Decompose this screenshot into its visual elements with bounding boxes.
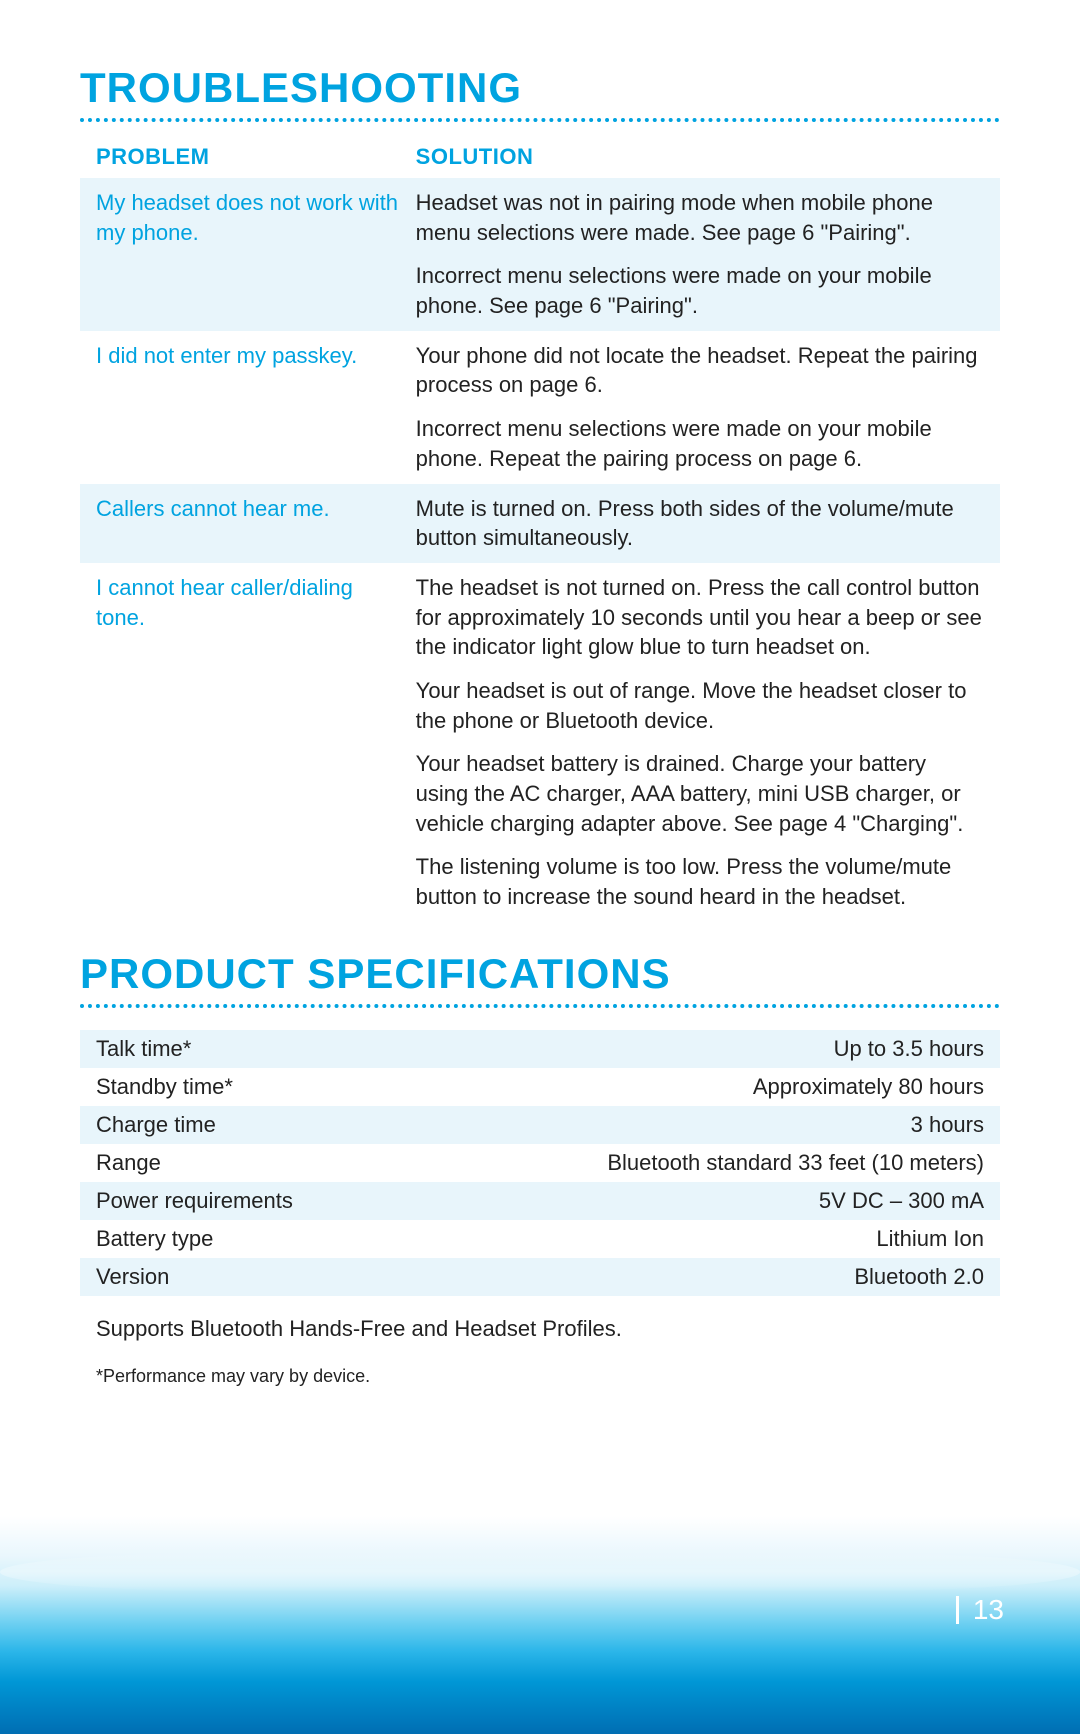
spec-value: Lithium Ion (876, 1226, 984, 1252)
solution-text: Incorrect menu selections were made on y… (416, 414, 984, 473)
problem-text: Callers cannot hear me. (96, 494, 416, 553)
solution-text: The headset is not turned on. Press the … (416, 573, 984, 662)
solution-text: Your phone did not locate the headset. R… (416, 341, 984, 400)
spec-row: Battery type Lithium Ion (80, 1220, 1000, 1258)
spec-row: Power requirements 5V DC – 300 mA (80, 1182, 1000, 1220)
solution-text: Mute is turned on. Press both sides of t… (416, 494, 984, 553)
page-footer-wave: 13 (0, 1516, 1080, 1734)
heading-specifications: PRODUCT SPECIFICATIONS (80, 950, 1000, 1008)
spec-value: 3 hours (911, 1112, 984, 1138)
problem-text: I did not enter my passkey. (96, 341, 416, 474)
solution-text: Headset was not in pairing mode when mob… (416, 188, 984, 247)
problem-text: My headset does not work with my phone. (96, 188, 416, 321)
solution-text: Your headset battery is drained. Charge … (416, 749, 984, 838)
page-number: 13 (956, 1596, 1004, 1624)
heading-troubleshooting: TROUBLESHOOTING (80, 64, 1000, 122)
troubleshoot-row: My headset does not work with my phone. … (80, 178, 1000, 331)
solution-group: Your phone did not locate the headset. R… (416, 341, 984, 474)
spec-row: Range Bluetooth standard 33 feet (10 met… (80, 1144, 1000, 1182)
spec-label: Battery type (96, 1226, 213, 1252)
spec-value: Approximately 80 hours (753, 1074, 984, 1100)
troubleshoot-row: I cannot hear caller/dialing tone. The h… (80, 563, 1000, 922)
spec-row: Standby time* Approximately 80 hours (80, 1068, 1000, 1106)
spec-label: Version (96, 1264, 169, 1290)
spec-value: Bluetooth standard 33 feet (10 meters) (607, 1150, 984, 1176)
specs-footnote: Supports Bluetooth Hands-Free and Headse… (80, 1296, 1000, 1354)
spec-row: Version Bluetooth 2.0 (80, 1258, 1000, 1296)
troubleshoot-row: Callers cannot hear me. Mute is turned o… (80, 484, 1000, 563)
solution-text: The listening volume is too low. Press t… (416, 852, 984, 911)
spec-label: Power requirements (96, 1188, 293, 1214)
solution-text: Your headset is out of range. Move the h… (416, 676, 984, 735)
column-header-problem: PROBLEM (96, 144, 416, 170)
spec-label: Charge time (96, 1112, 216, 1138)
specs-disclaimer: *Performance may vary by device. (80, 1354, 1000, 1387)
specs-table: Talk time* Up to 3.5 hours Standby time*… (80, 1030, 1000, 1296)
solution-group: The headset is not turned on. Press the … (416, 573, 984, 912)
spec-value: Up to 3.5 hours (834, 1036, 984, 1062)
problem-text: I cannot hear caller/dialing tone. (96, 573, 416, 912)
spec-row: Talk time* Up to 3.5 hours (80, 1030, 1000, 1068)
solution-text: Incorrect menu selections were made on y… (416, 261, 984, 320)
solution-group: Headset was not in pairing mode when mob… (416, 188, 984, 321)
troubleshoot-row: I did not enter my passkey. Your phone d… (80, 331, 1000, 484)
troubleshoot-header-row: PROBLEM SOLUTION (80, 144, 1000, 178)
column-header-solution: SOLUTION (416, 144, 984, 170)
spec-label: Range (96, 1150, 161, 1176)
solution-group: Mute is turned on. Press both sides of t… (416, 494, 984, 553)
spec-label: Standby time* (96, 1074, 233, 1100)
spec-value: Bluetooth 2.0 (854, 1264, 984, 1290)
page-body: TROUBLESHOOTING PROBLEM SOLUTION My head… (0, 0, 1080, 1387)
spec-label: Talk time* (96, 1036, 191, 1062)
spec-value: 5V DC – 300 mA (819, 1188, 984, 1214)
spec-row: Charge time 3 hours (80, 1106, 1000, 1144)
